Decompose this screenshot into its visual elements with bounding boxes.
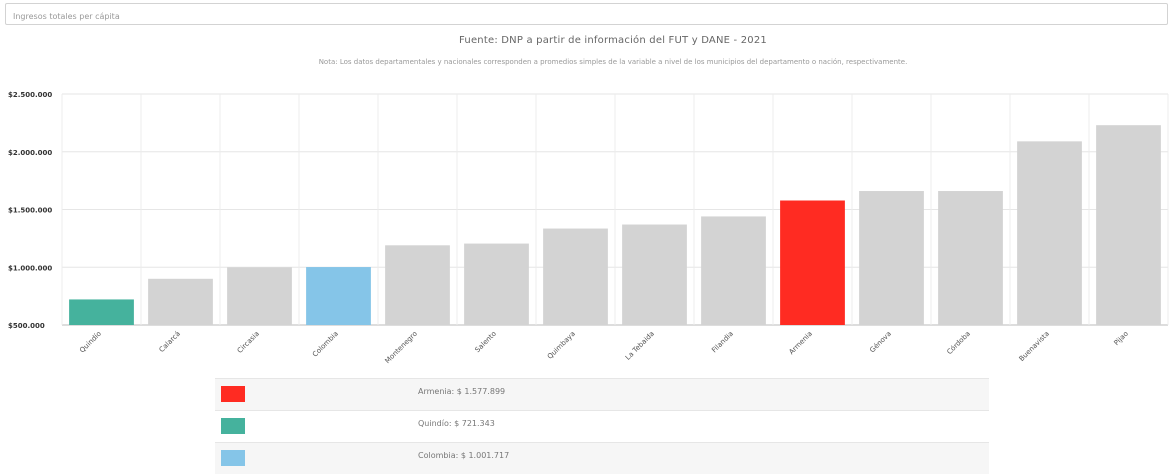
legend-row-colombia: Colombia: $ 1.001.717 [215,442,989,474]
x-tick-label: Colombia [311,330,340,359]
x-tick-label: Circasia [236,330,261,355]
bar-2 [227,267,292,325]
legend-table: Armenia: $ 1.577.899 Quindío: $ 721.343 … [215,378,989,474]
search-box[interactable] [5,3,1168,27]
legend-swatch [221,418,245,434]
y-tick-label: $1.000.000 [8,264,52,272]
bar-1 [148,278,213,325]
chart-note: Nota: Los datos departamentales y nacion… [318,58,908,66]
x-tick-label: Filandia [710,330,735,355]
legend-row-quindio: Quindío: $ 721.343 [215,410,989,442]
x-tick-label: Córdoba [945,330,971,356]
y-tick-label: $2.000.000 [8,149,52,157]
bar-11 [938,191,1003,325]
x-tick-label: Buenavista [1018,330,1051,363]
search-input[interactable] [6,6,1167,27]
legend-label: Quindío: $ 721.343 [418,419,495,428]
chart-source: Fuente: DNP a partir de información del … [459,35,767,46]
x-tick-label: Génova [868,330,893,355]
legend-swatch [221,450,245,466]
y-tick-label: $1.500.000 [8,207,52,215]
x-tick-label: Salento [474,330,498,354]
x-tick-label: Armenia [788,330,814,356]
bar-chart: $500.000 $1.000.000 $1.500.000 $2.000.000 $2… [8,91,1169,365]
x-tick-label: Quindío [78,330,103,355]
bar-8 [701,216,766,325]
bar-6 [543,228,608,325]
x-tick-label: Pijao [1113,330,1130,347]
bar-9 [780,200,845,325]
y-tick-label: $500.000 [8,322,45,330]
x-tick-label: Quimbaya [546,330,577,361]
bar-4 [385,245,450,325]
x-tick-label: Montenegro [384,330,419,365]
bar-5 [464,243,529,325]
legend-row-armenia: Armenia: $ 1.577.899 [215,378,989,410]
bar-13 [1096,125,1161,325]
x-tick-label: Calarcá [158,330,182,354]
bar-12 [1017,141,1082,325]
legend-label: Armenia: $ 1.577.899 [418,387,506,396]
bar-7 [622,224,687,325]
legend-swatch [221,386,245,402]
bar-3 [306,267,371,325]
x-tick-label: La Tebaida [624,330,656,362]
y-tick-label: $2.500.000 [8,91,52,99]
bar-10 [859,191,924,325]
bar-0 [69,299,134,325]
legend-label: Colombia: $ 1.001.717 [418,451,510,460]
